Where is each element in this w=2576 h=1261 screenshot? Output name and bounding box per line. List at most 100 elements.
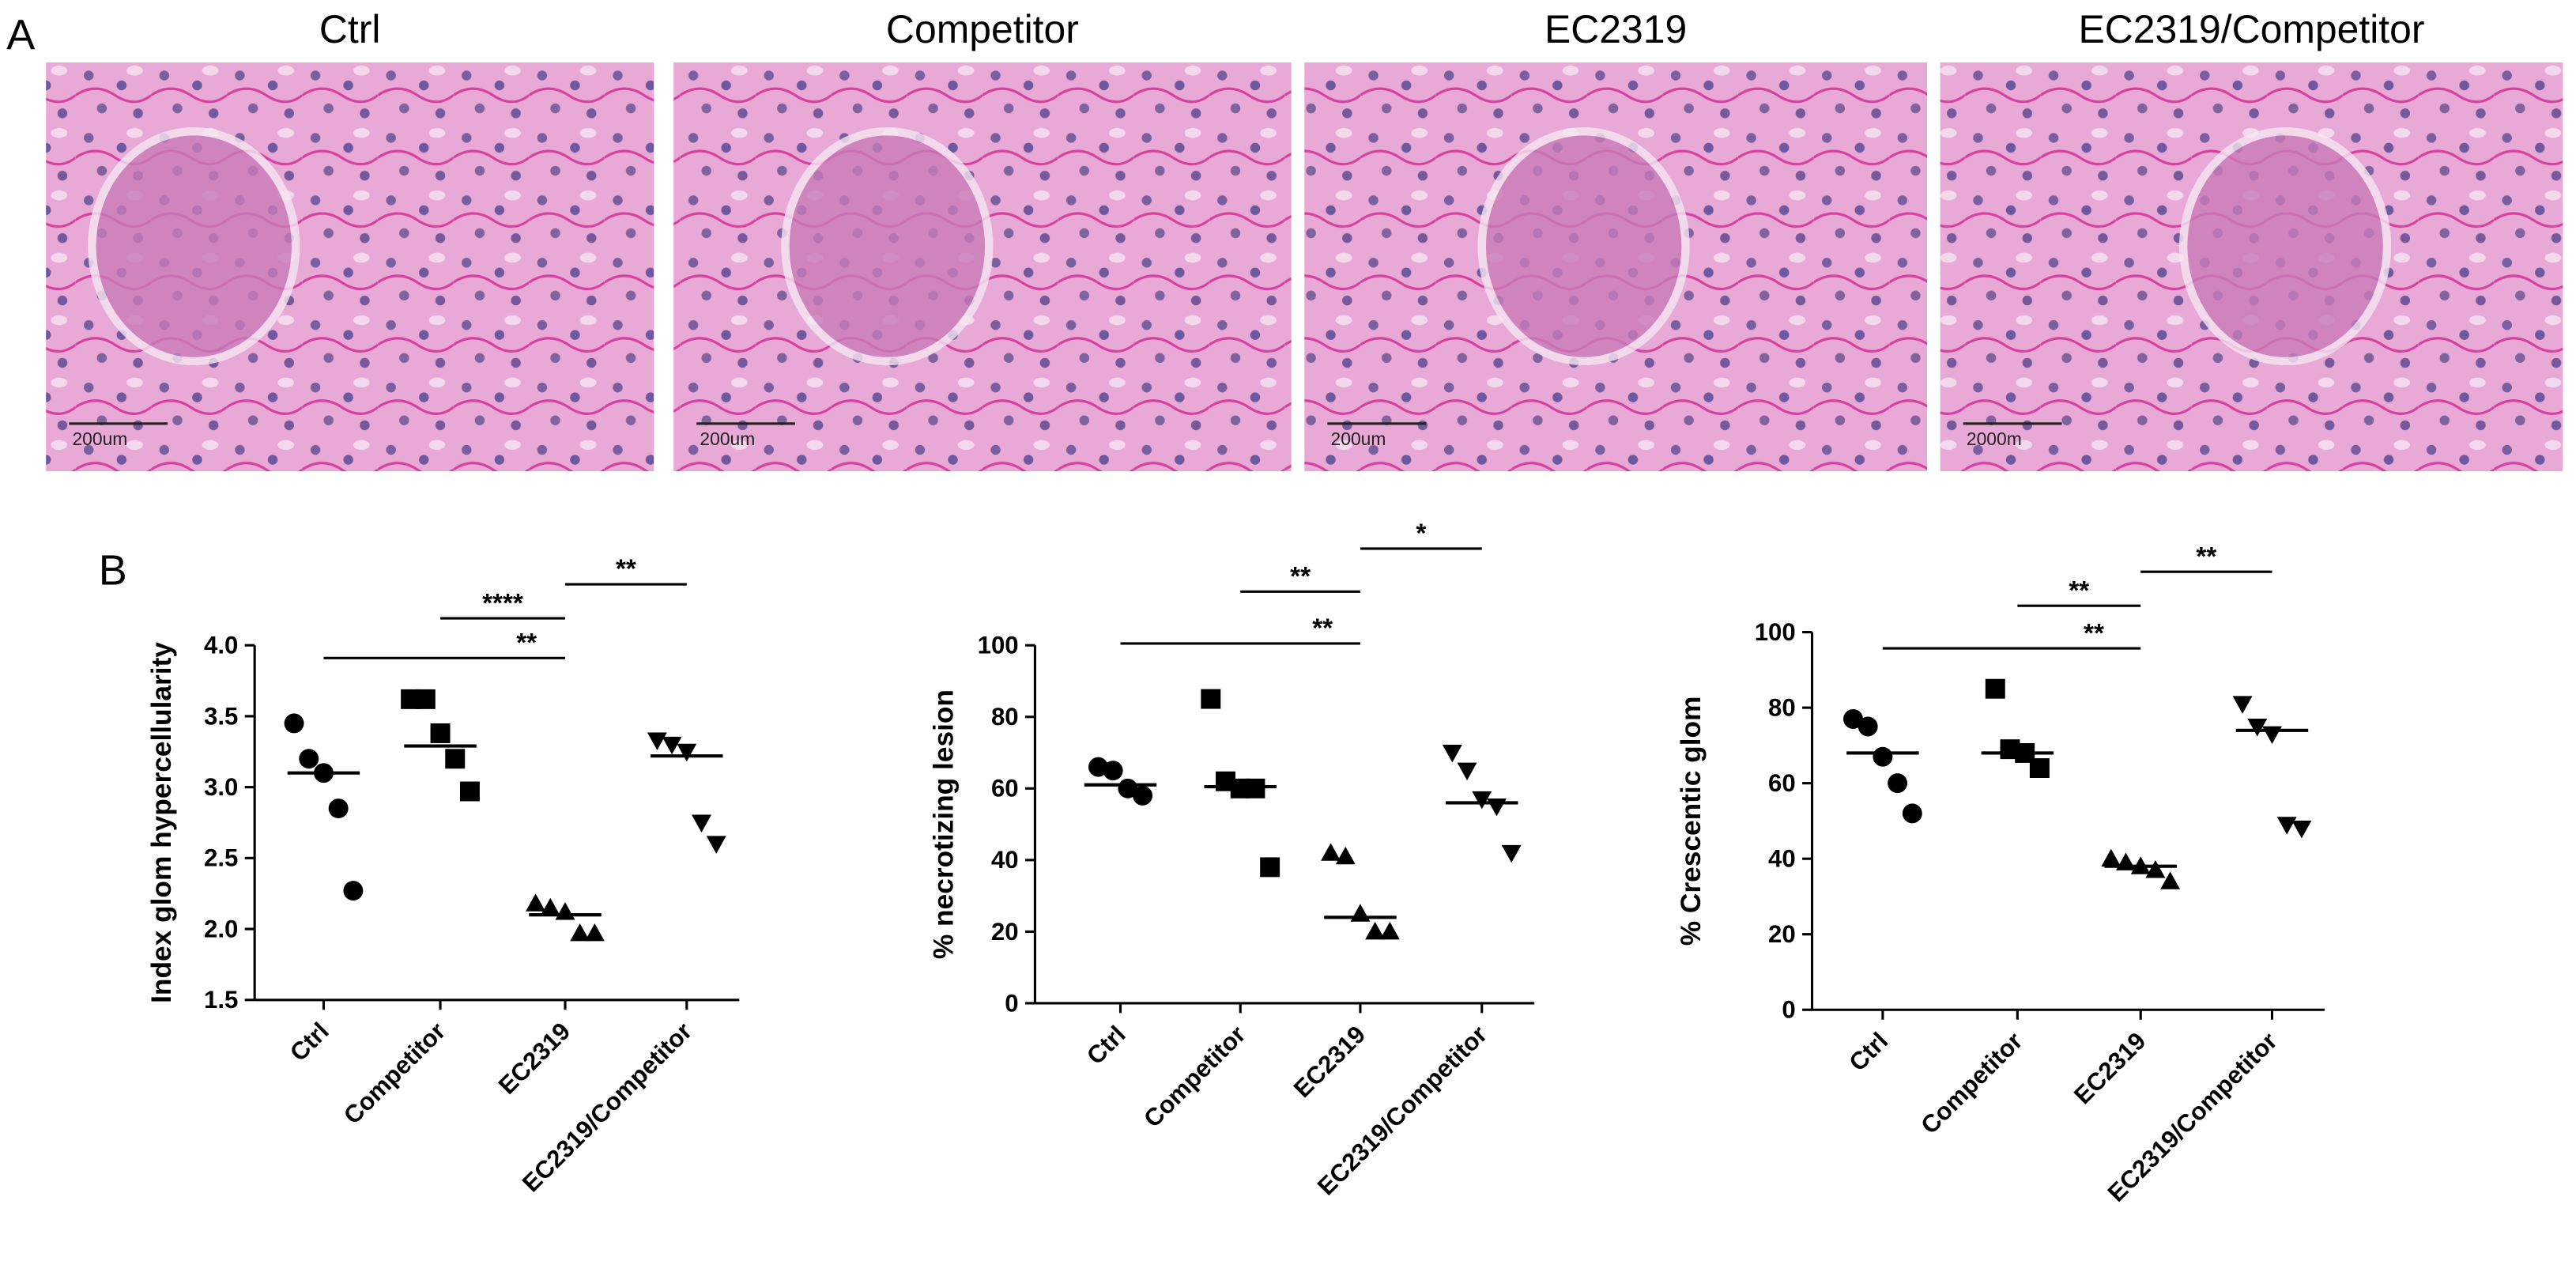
x-tick-label: Ctrl [285, 1017, 334, 1067]
significance-label: ** [1312, 614, 1333, 644]
image-title: EC2319/Competitor [2078, 7, 2424, 51]
data-point [1486, 798, 1507, 817]
panel-letter: B [99, 546, 127, 594]
significance-label: ** [2084, 619, 2104, 648]
data-point [328, 799, 349, 819]
x-tick-label: Competitor [1138, 1021, 1250, 1133]
y-tick-label: 60 [991, 775, 1019, 802]
y-axis-label: % necrotizing lesion [928, 689, 959, 959]
y-tick-label: 40 [991, 846, 1019, 874]
x-tick-label: Competitor [338, 1017, 451, 1130]
scale-bar-label: 200um [700, 429, 755, 449]
y-tick-label: 2.5 [204, 844, 238, 872]
data-point [1472, 791, 1492, 810]
significance-label: * [1416, 519, 1426, 549]
y-tick-label: 0 [1782, 996, 1795, 1024]
data-point [1501, 844, 1522, 863]
data-point [430, 723, 451, 743]
y-axis-label: Index glom hypercellularity [146, 642, 177, 1003]
data-point [1902, 803, 1922, 824]
significance-label: **** [482, 589, 523, 618]
data-point [2029, 758, 2050, 778]
glomerulus [2179, 126, 2392, 366]
data-point [1245, 778, 1265, 799]
y-tick-label: 80 [1768, 694, 1796, 722]
data-point [2232, 696, 2253, 714]
data-point [2291, 820, 2312, 839]
glomerulus [781, 126, 994, 366]
y-tick-label: 60 [1768, 769, 1796, 797]
y-tick-label: 3.5 [204, 702, 238, 730]
x-tick-label: EC2319 [2069, 1027, 2151, 1109]
y-tick-label: 2.0 [204, 915, 238, 942]
data-point [1873, 746, 1893, 767]
y-tick-label: 1.5 [204, 986, 238, 1014]
data-point [1103, 761, 1123, 781]
data-point [677, 743, 697, 762]
x-tick-label: EC2319 [1288, 1021, 1371, 1103]
data-point [526, 893, 546, 912]
data-point [1858, 716, 1878, 737]
y-tick-label: 80 [991, 703, 1019, 731]
scale-bar-label: 2000m [1967, 429, 2022, 449]
data-point [692, 814, 711, 832]
data-point [445, 749, 466, 769]
y-axis-label: % Crescentic glom [1676, 697, 1707, 946]
data-point [1133, 785, 1153, 806]
y-tick-label: 20 [1768, 920, 1796, 948]
data-point [647, 732, 667, 750]
image-title: Ctrl [319, 7, 381, 51]
x-tick-label: Ctrl [1843, 1027, 1893, 1077]
data-point [555, 902, 575, 920]
significance-label: ** [1290, 562, 1311, 591]
image-title: EC2319 [1544, 7, 1687, 51]
data-point [2145, 860, 2166, 878]
significance-label: ** [2069, 576, 2089, 606]
y-tick-label: 100 [978, 632, 1019, 659]
x-tick-label: Ctrl [1081, 1021, 1131, 1070]
y-tick-label: 4.0 [204, 632, 238, 659]
significance-label: ** [616, 555, 636, 584]
data-point [1088, 757, 1108, 777]
data-point [2160, 871, 2181, 889]
data-point [1201, 689, 1221, 709]
data-point [1888, 773, 1908, 794]
data-point [662, 736, 682, 755]
data-point [1985, 678, 2005, 699]
data-point [584, 923, 605, 942]
y-tick-label: 3.0 [204, 773, 238, 801]
data-point [1365, 921, 1386, 940]
data-point [1442, 745, 1462, 763]
data-point [2247, 719, 2268, 737]
data-point [706, 836, 726, 854]
data-point [1260, 857, 1280, 878]
x-tick-label: EC2319 [493, 1017, 575, 1100]
panel-letter: A [6, 11, 35, 59]
image-title: Competitor [886, 7, 1079, 51]
significance-label: ** [516, 629, 537, 658]
significance-label: ** [2196, 542, 2216, 572]
data-point [1335, 846, 1356, 865]
data-point [459, 781, 480, 802]
data-point [1843, 708, 1863, 729]
y-tick-label: 20 [991, 918, 1019, 946]
data-point [1457, 762, 1477, 781]
data-point [1379, 921, 1400, 940]
data-point [540, 897, 560, 916]
scale-bar-label: 200um [1331, 429, 1386, 449]
y-tick-label: 0 [1005, 989, 1018, 1017]
scale-bar-label: 200um [72, 429, 127, 449]
x-tick-label: Competitor [1915, 1027, 2027, 1139]
glomerulus [1477, 126, 1690, 366]
glomerulus [88, 126, 300, 366]
data-point [1321, 843, 1341, 861]
data-point [2276, 817, 2297, 835]
y-tick-label: 40 [1768, 845, 1796, 873]
data-point [284, 713, 304, 734]
data-point [299, 749, 319, 769]
data-point [343, 881, 364, 901]
data-point [2101, 848, 2122, 867]
y-tick-label: 100 [1755, 618, 1796, 646]
